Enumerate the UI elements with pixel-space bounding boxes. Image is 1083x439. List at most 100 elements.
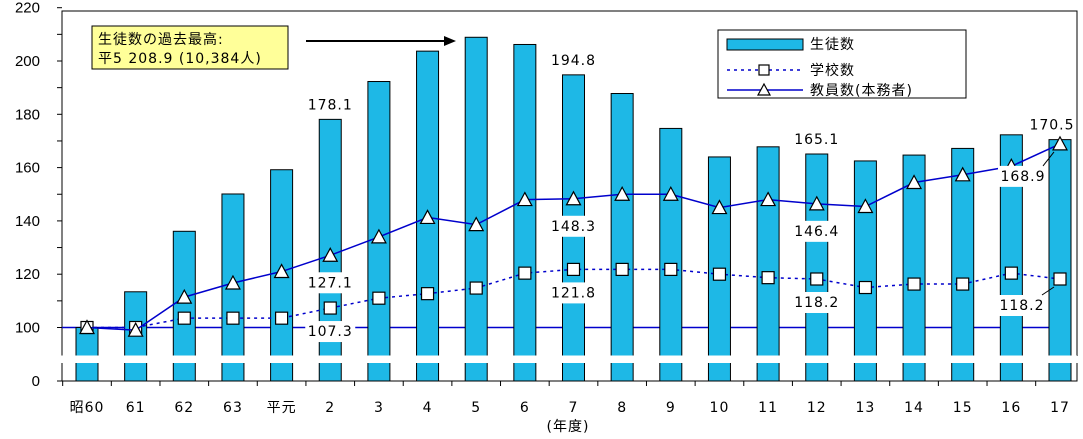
- data-label-leader: [1041, 286, 1055, 296]
- marker-teachers: [468, 216, 485, 232]
- data-label: 170.5: [1029, 118, 1074, 134]
- x-tick-label: 7: [569, 400, 579, 416]
- marker-schools: [712, 267, 727, 281]
- bar: [805, 153, 829, 382]
- data-label: 178.1: [308, 97, 353, 113]
- data-label-group: 178.1: [308, 97, 353, 113]
- bar: [659, 127, 683, 382]
- marker-teachers: [614, 185, 631, 201]
- y-tick-label: 160: [15, 160, 40, 177]
- marker-teachers: [419, 209, 436, 225]
- marker-teachers: [906, 174, 923, 190]
- data-label-group: 170.5: [1029, 118, 1074, 134]
- data-label: 146.4: [794, 224, 839, 240]
- marker-teachers: [176, 288, 193, 304]
- y-tick-label: 180: [15, 106, 40, 123]
- x-tick-label: 11: [758, 400, 778, 416]
- marker-teachers: [857, 198, 874, 214]
- bar: [1048, 139, 1072, 382]
- marker-teachers: [516, 191, 533, 207]
- bar: [172, 230, 196, 382]
- marker-schools: [1004, 266, 1018, 280]
- x-tick-label: 15: [953, 400, 973, 416]
- y-tick-label: 220: [15, 0, 40, 17]
- bar: [756, 146, 780, 382]
- data-label-group: 165.1: [794, 132, 839, 148]
- marker-schools: [469, 281, 483, 295]
- x-tick-label: 8: [617, 400, 627, 416]
- data-label-bg: [791, 291, 842, 313]
- data-label-group: 194.8: [551, 53, 595, 69]
- data-label: 118.2: [794, 295, 839, 311]
- legend-marker-triangle: [756, 82, 772, 96]
- marker-schools: [566, 262, 581, 277]
- x-tick-label: 13: [855, 400, 875, 416]
- marker-schools: [761, 271, 775, 285]
- legend: 生徒数 学校数 教員数(本務者): [717, 29, 967, 99]
- marker-schools: [518, 266, 532, 280]
- marker-schools: [907, 277, 921, 291]
- data-label-bg: [791, 220, 842, 242]
- marker-teachers: [954, 166, 971, 182]
- axis-break: [52, 355, 1079, 363]
- data-label-group: 118.2: [791, 291, 842, 313]
- marker-schools: [275, 311, 289, 325]
- record-annotation-line1: 生徒数の過去最高:: [98, 31, 224, 48]
- marker-teachers: [1051, 135, 1069, 151]
- bar: [999, 134, 1023, 382]
- bar: [513, 43, 537, 382]
- legend-marker-square: [758, 64, 770, 76]
- legend-label-schools: 学校数: [810, 62, 855, 79]
- data-label: 107.3: [308, 324, 353, 340]
- x-tick-label: 63: [223, 400, 243, 416]
- data-label: 148.3: [551, 219, 596, 235]
- record-annotation: 生徒数の過去最高: 平5 208.9 (10,384人): [91, 25, 456, 70]
- data-label: 118.2: [999, 298, 1044, 314]
- x-tick-label: 昭60: [70, 400, 105, 416]
- legend-swatch-bar: [726, 38, 804, 51]
- x-tick-label: 17: [1050, 400, 1070, 416]
- axis-break-band: [52, 356, 1079, 363]
- data-label-group: 107.3: [305, 321, 356, 343]
- data-label-group: 168.9: [998, 151, 1055, 187]
- y-tick-label: 140: [15, 213, 40, 230]
- legend-label-teachers: 教員数(本務者): [810, 83, 913, 99]
- x-axis-label: (年度): [547, 419, 590, 435]
- legend-label-students: 生徒数: [810, 37, 855, 53]
- line-series: [78, 135, 1069, 337]
- marker-teachers: [760, 191, 777, 207]
- data-label-group: 127.1: [305, 272, 356, 294]
- x-tick-label: 2: [325, 400, 335, 416]
- bar: [75, 327, 99, 382]
- marker-teachers: [78, 319, 96, 335]
- x-tick-label: 平元: [267, 400, 297, 416]
- data-label-bg: [305, 272, 356, 294]
- x-tick-label: 9: [666, 400, 676, 416]
- marker-schools: [323, 301, 337, 315]
- marker-teachers: [224, 274, 241, 290]
- data-label-bg: [548, 282, 599, 304]
- marker-teachers: [322, 247, 339, 262]
- x-tick-label: 5: [471, 400, 481, 416]
- data-label-bg: [998, 165, 1048, 187]
- y-tick-label: 0: [32, 373, 40, 390]
- marker-schools: [664, 262, 678, 277]
- x-tick-label: 3: [374, 400, 384, 416]
- bar: [951, 147, 975, 382]
- data-label-group: 121.8: [548, 282, 599, 304]
- x-tick-label: 61: [126, 400, 146, 416]
- data-label: 165.1: [794, 132, 839, 148]
- marker-teachers: [370, 228, 387, 244]
- x-tick-label: 12: [807, 400, 827, 416]
- x-tick-label: 6: [520, 400, 530, 416]
- marker-teachers: [273, 263, 290, 279]
- marker-schools: [810, 272, 824, 286]
- y-tick-label: 100: [15, 320, 40, 337]
- data-labels: 178.1 194.8 165.1 170.5 127.1 148.3 146.4 168.9…: [305, 53, 1074, 343]
- marker-schools: [1053, 272, 1067, 286]
- y-tick-label: 120: [15, 266, 40, 283]
- x-tick-label: 14: [904, 400, 924, 416]
- marker-teachers: [711, 199, 728, 215]
- x-tick-label: 62: [174, 400, 194, 416]
